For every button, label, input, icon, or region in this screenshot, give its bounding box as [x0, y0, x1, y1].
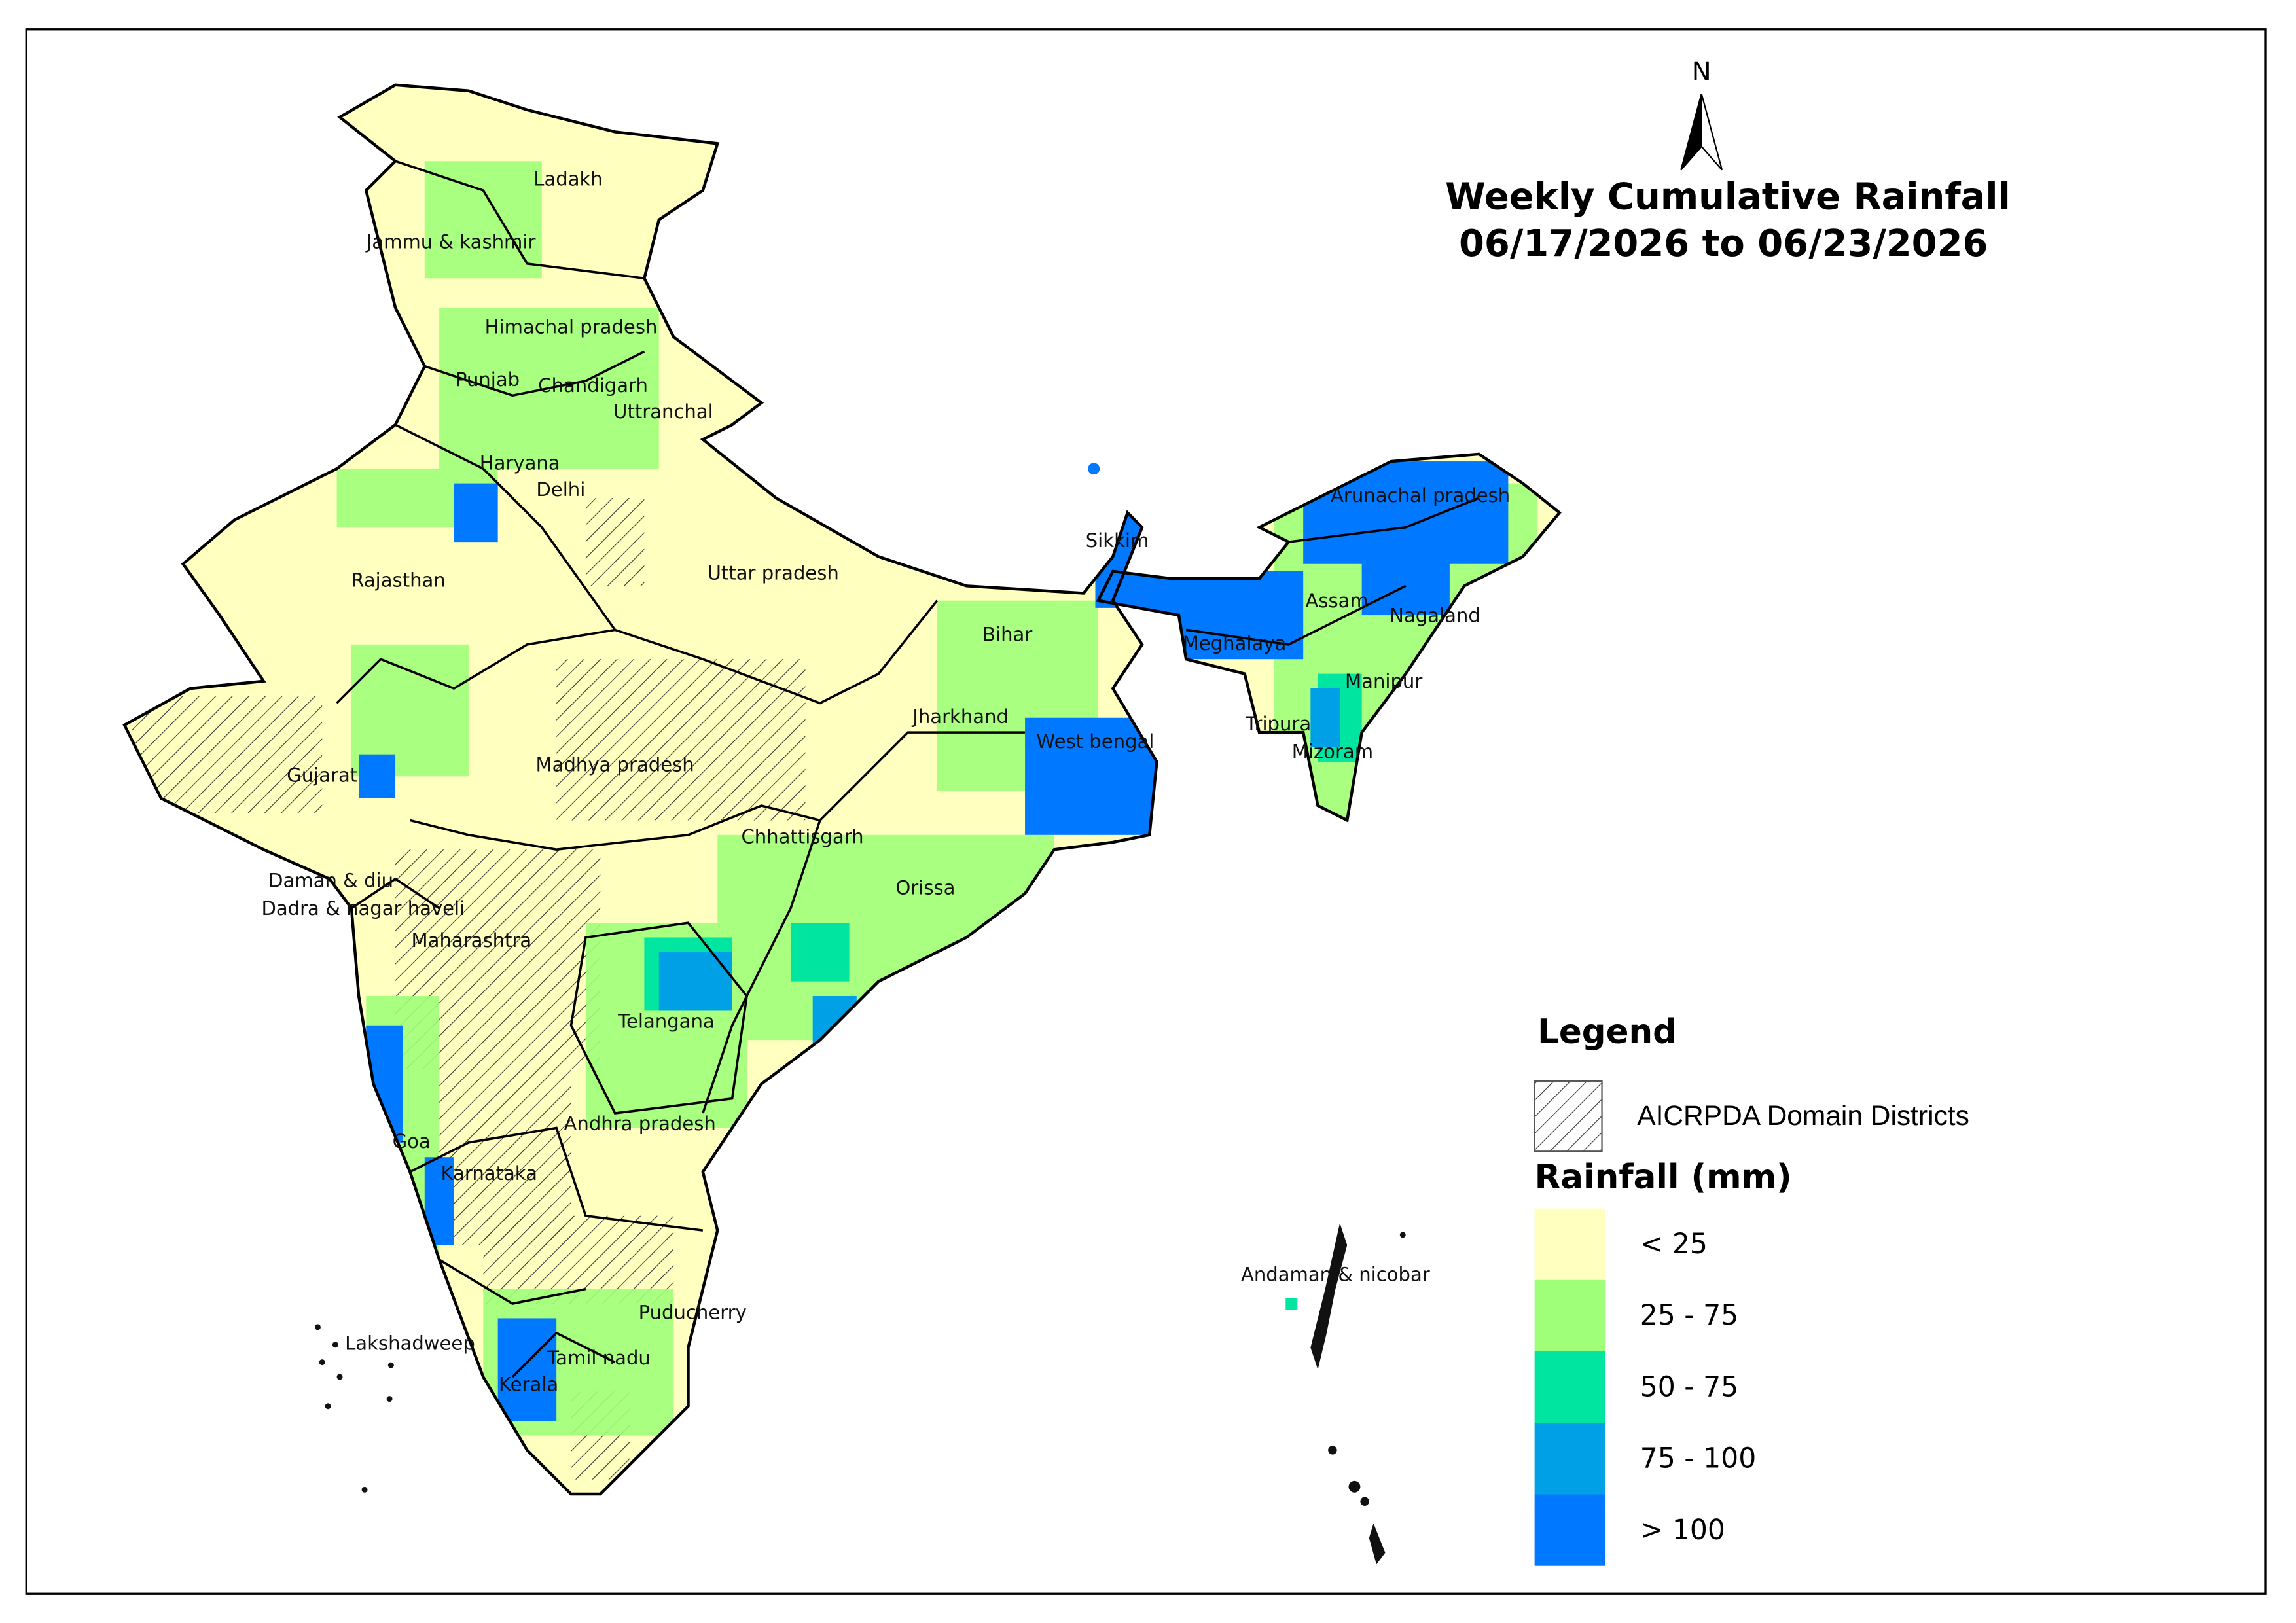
state-label: Mizoram	[1292, 740, 1373, 762]
state-label: Tripura	[1245, 713, 1311, 735]
state-labels: Ladakh Jammu & kashmir Himachal pradesh …	[261, 168, 1510, 1395]
north-arrow: N	[1680, 57, 1723, 171]
state-label: Haryana	[480, 452, 560, 474]
state-label: Maharashtra	[412, 929, 532, 952]
legend-label: < 25	[1640, 1228, 1708, 1260]
state-boundaries	[336, 160, 1480, 1378]
state-label: Lakshadweep	[345, 1332, 475, 1355]
state-label: Karnataka	[441, 1162, 537, 1185]
state-label: Delhi	[536, 478, 585, 501]
state-label: Madhya pradesh	[536, 754, 694, 776]
state-label: West bengal	[1037, 730, 1155, 753]
rainfall-title: Rainfall (mm)	[1535, 1158, 1792, 1197]
state-label: Goa	[393, 1130, 431, 1152]
state-label: Arunachal pradesh	[1331, 484, 1510, 507]
legend: Legend AICRPDA Domain Districts Rainfall…	[1534, 1012, 1969, 1566]
state-label: Chandigarh	[538, 374, 648, 397]
state-label: Jammu & kashmir	[365, 231, 536, 253]
frame	[25, 28, 2267, 1595]
state-label: Chhattisgarh	[741, 825, 863, 847]
legend-swatch	[1534, 1494, 1605, 1566]
legend-label: 25 - 75	[1640, 1300, 1738, 1332]
legend-label: 75 - 100	[1640, 1443, 1757, 1475]
state-label: Dadra & nagar haveli	[261, 897, 465, 919]
state-label: Gujarat	[287, 764, 357, 786]
state-label: Manipur	[1345, 670, 1422, 692]
state-label: Uttar pradesh	[708, 562, 839, 584]
subtitle: 06/17/2026 to 06/23/2026	[1459, 223, 1988, 265]
state-label: Uttranchal	[613, 401, 713, 423]
islands	[315, 463, 1406, 1565]
legend-swatch	[1534, 1423, 1605, 1495]
northeast-outline	[1096, 452, 1562, 823]
state-label: Meghalaya	[1183, 632, 1287, 654]
legend-swatch	[1534, 1279, 1605, 1352]
legend-label: 50 - 75	[1640, 1371, 1738, 1403]
hatch-label: AICRPDA Domain Districts	[1637, 1101, 1969, 1132]
legend-swatch	[1534, 1351, 1605, 1423]
hatch-swatch	[1534, 1080, 1603, 1152]
state-label: Ladakh	[533, 168, 603, 190]
state-label: Tamil nadu	[547, 1347, 651, 1369]
state-label: Telangana	[617, 1010, 715, 1032]
legend-swatch	[1534, 1208, 1605, 1280]
state-label: Bihar	[982, 623, 1032, 645]
state-label: Andhra pradesh	[564, 1113, 716, 1135]
state-label: Assam	[1305, 590, 1368, 612]
state-label: Orissa	[895, 877, 955, 899]
legend-title: Legend	[1537, 1012, 1677, 1052]
state-label: Jharkhand	[911, 705, 1009, 728]
state-label: Punjab	[456, 368, 520, 391]
legend-label: > 100	[1640, 1514, 1725, 1546]
state-label: Daman & diu	[268, 869, 393, 891]
state-label: Rajasthan	[351, 569, 445, 592]
state-label: Puducherry	[639, 1302, 747, 1324]
state-label: Kerala	[499, 1373, 558, 1395]
state-label: Nagaland	[1390, 604, 1480, 626]
state-label: Himachal pradesh	[485, 315, 658, 338]
title: Weekly Cumulative Rainfall	[1445, 176, 2011, 219]
state-label: Andaman & nicobar	[1241, 1264, 1430, 1286]
state-label: Sikkim	[1086, 529, 1149, 552]
north-label: N	[1692, 57, 1712, 87]
